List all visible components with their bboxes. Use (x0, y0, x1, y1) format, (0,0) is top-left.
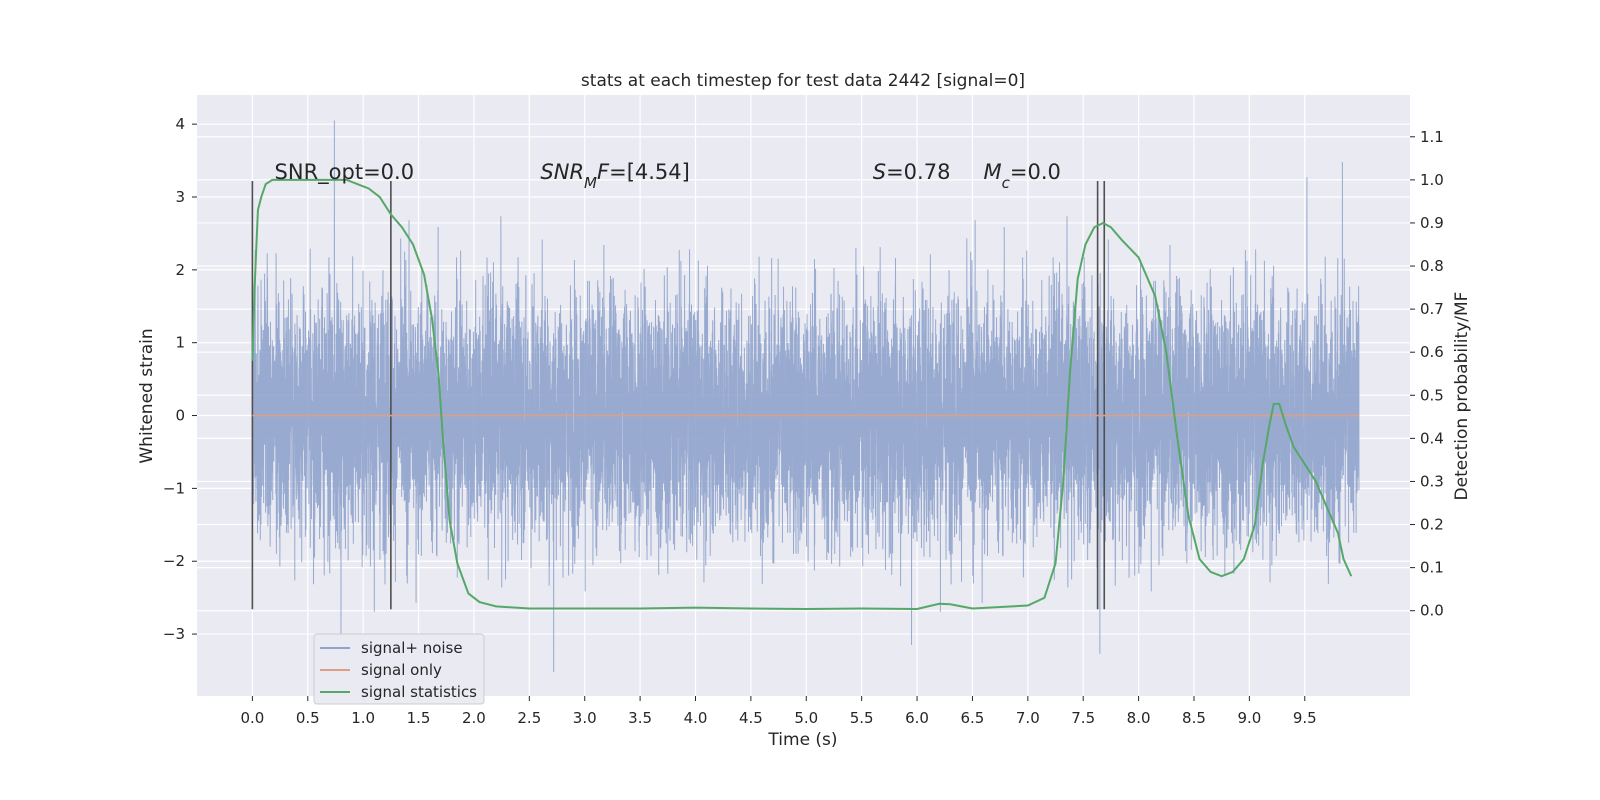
legend-label: signal+ noise (361, 639, 463, 657)
y-tick-label: 0 (175, 407, 185, 425)
line-series (251, 178, 1360, 610)
annotation-part: M (584, 174, 597, 192)
y2-tick-label: 0.0 (1420, 602, 1444, 620)
legend-label: signal statistics (361, 683, 477, 701)
annotation-part: F (597, 160, 610, 184)
x-tick-label: 6.5 (961, 709, 985, 727)
x-tick-label: 5.0 (794, 709, 818, 727)
legend: signal+ noise signal only signal statistic… (313, 633, 485, 705)
y2-tick-label: 0.6 (1420, 343, 1444, 361)
x-tick-label: 9.0 (1237, 709, 1261, 727)
x-tick-label: 6.0 (905, 709, 929, 727)
y2-tick-label: 0.4 (1420, 429, 1444, 447)
x-tick-label: 1.5 (407, 709, 431, 727)
y-tick-label: 3 (175, 188, 185, 206)
y2-tick-label: 1.1 (1420, 128, 1444, 146)
x-tick-label: 7.0 (1016, 709, 1040, 727)
y2-tick-label: 0.1 (1420, 559, 1444, 577)
x-tick-label: 4.5 (739, 709, 763, 727)
annotation-part: S (873, 160, 886, 184)
x-tick-label: 8.0 (1127, 709, 1151, 727)
y2-tick-label: 0.7 (1420, 300, 1444, 318)
y-tick-label: 4 (175, 115, 185, 133)
x-tick-label: 7.5 (1071, 709, 1095, 727)
y2-tick-label: 0.9 (1420, 214, 1444, 232)
annotation-part: =0.0 (1010, 160, 1061, 184)
y-tick-label: −1 (163, 479, 185, 497)
x-axis-label: Time (s) (767, 730, 837, 750)
legend-label: signal only (361, 661, 442, 679)
annotation-part: =0.78 (886, 160, 950, 184)
y2-tick-label: 0.8 (1420, 257, 1444, 275)
annotations: SNR_opt=0.0 SNRMF=[4.54] S=0.78 Mc=0.0 (275, 160, 1061, 192)
annotation-text: SNRMF=[4.54] (540, 160, 689, 192)
axis-ticks: 0.0 0.5 1.0 1.5 2.0 2.5 3.0 3.5 4.0 4.5 5.0 5.5 6.0 6… (163, 115, 1444, 727)
x-tick-label: 1.0 (351, 709, 375, 727)
y2-tick-label: 0.3 (1420, 472, 1444, 490)
annotation-text: Mc=0.0 (984, 160, 1061, 192)
y2-tick-label: 0.2 (1420, 516, 1444, 534)
annotation-text: SNR_opt=0.0 (275, 160, 415, 185)
annotation-part: =[4.54] (609, 160, 690, 184)
y-tick-label: 1 (175, 334, 185, 352)
x-tick-label: 5.5 (850, 709, 874, 727)
x-tick-label: 3.5 (628, 709, 652, 727)
x-tick-label: 9.5 (1293, 709, 1317, 727)
x-tick-label: 3.0 (573, 709, 597, 727)
annotation-part: SNR (540, 160, 584, 184)
x-tick-label: 2.0 (462, 709, 486, 727)
y2-axis-label: Detection probability/MF (1452, 292, 1472, 501)
annotation-part: M (984, 160, 1002, 184)
x-tick-label: 2.5 (517, 709, 541, 727)
series-signal-noise-line (251, 120, 1360, 672)
x-tick-label: 0.5 (296, 709, 320, 727)
x-tick-label: 4.0 (684, 709, 708, 727)
y-axis-label: Whitened strain (137, 328, 157, 463)
vertical-markers (251, 180, 1106, 610)
noise-series (251, 120, 1360, 672)
y2-tick-label: 0.5 (1420, 386, 1444, 404)
legend-box (313, 633, 485, 705)
x-tick-label: 0.0 (240, 709, 264, 727)
annotation-part: SNR_opt=0.0 (275, 160, 415, 185)
annotation-part: c (1002, 174, 1011, 192)
y-tick-label: 2 (175, 261, 185, 279)
series-signal-statistics-line (251, 178, 1353, 610)
annotation-text: S=0.78 (873, 160, 951, 184)
x-tick-label: 8.5 (1182, 709, 1206, 727)
y-tick-label: −3 (163, 625, 185, 643)
y-tick-label: −2 (163, 552, 185, 570)
y2-tick-label: 1.0 (1420, 171, 1444, 189)
chart-title: stats at each timestep for test data 244… (581, 71, 1025, 91)
